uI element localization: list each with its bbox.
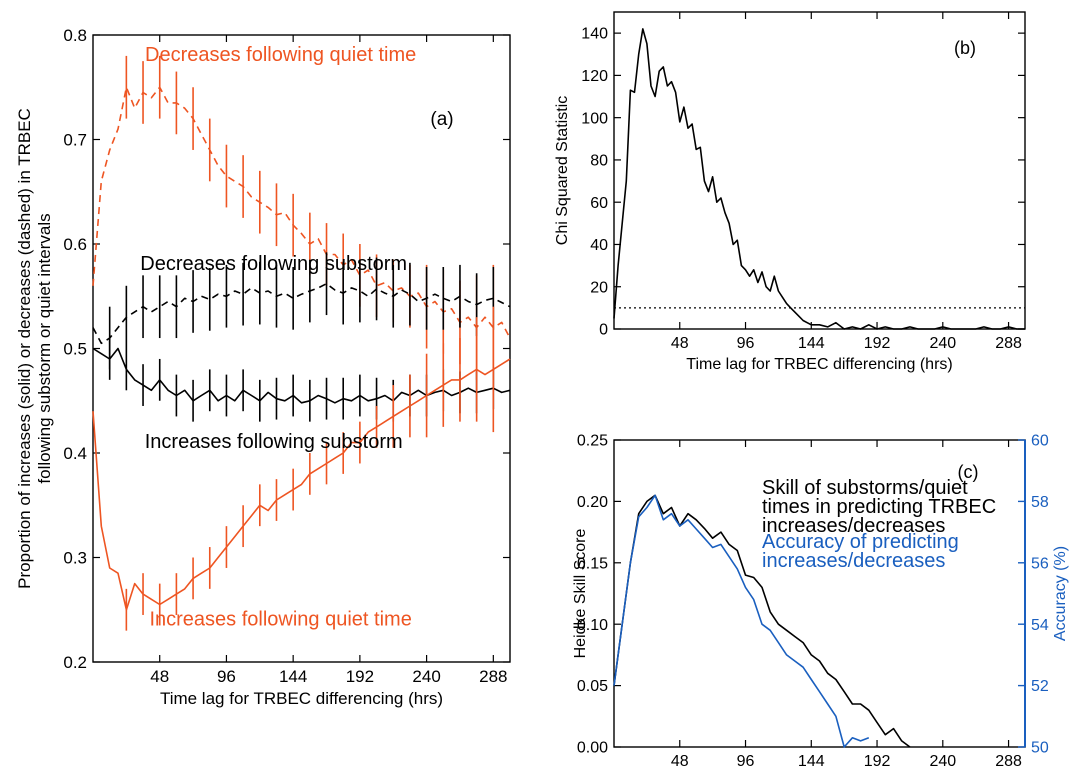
y-tick-label: 0.5 bbox=[63, 339, 87, 358]
x-tick-label: 192 bbox=[864, 335, 891, 352]
series-line-0 bbox=[92, 86, 511, 339]
series-annotation: Decreases following substorm bbox=[140, 253, 407, 275]
panel-a: 48 96 144 192 240 288 0.2 0.3 0.4 0.5 0.6 0.7 0.8 Tim… bbox=[15, 26, 511, 708]
y-right-tick-label: 60 bbox=[1031, 433, 1049, 450]
series-annotation: Increases following substorm bbox=[145, 431, 403, 453]
y-tick-label: 20 bbox=[590, 279, 608, 296]
skill-annotation-line: increases/decreases bbox=[762, 515, 945, 537]
series-line-1 bbox=[613, 494, 870, 748]
x-tick-label: 144 bbox=[279, 667, 307, 686]
x-tick-label: 240 bbox=[412, 667, 440, 686]
y-right-axis-label: Accuracy (%) bbox=[1052, 546, 1069, 641]
x-tick-label: 96 bbox=[737, 335, 755, 352]
series-annotation: Decreases following quiet time bbox=[145, 44, 416, 66]
y-tick-label: 140 bbox=[581, 26, 608, 43]
y-tick-label: 0.10 bbox=[577, 617, 608, 634]
x-tick-label: 240 bbox=[929, 335, 956, 352]
y-tick-label: 0.6 bbox=[63, 235, 87, 254]
series-line-2 bbox=[92, 347, 511, 404]
x-axis-label: Time lag for TRBEC differencing (hrs) bbox=[160, 689, 443, 708]
skill-annotation-line: Skill of substorms/quiet bbox=[762, 477, 968, 499]
y-tick-label: 0.8 bbox=[63, 26, 87, 45]
y-axis-label: following substorm or quiet intervals bbox=[35, 213, 54, 483]
y-tick-label: 0.3 bbox=[63, 548, 87, 567]
y-tick-label: 0.25 bbox=[577, 433, 608, 450]
y-tick-label: 0.05 bbox=[577, 678, 608, 695]
x-tick-label: 48 bbox=[671, 335, 689, 352]
plot-frame bbox=[613, 11, 1026, 330]
y-tick-label: 0.7 bbox=[63, 130, 87, 149]
x-tick-label: 288 bbox=[995, 753, 1022, 770]
x-tick-label: 240 bbox=[929, 753, 956, 770]
series-line-3 bbox=[92, 358, 511, 611]
x-tick-label: 192 bbox=[346, 667, 374, 686]
y-right-tick-label: 50 bbox=[1031, 740, 1049, 757]
y-tick-label: 120 bbox=[581, 68, 608, 85]
series-line-0 bbox=[613, 494, 911, 748]
x-tick-label: 144 bbox=[798, 335, 825, 352]
x-tick-label: 96 bbox=[737, 753, 755, 770]
x-tick-label: 96 bbox=[217, 667, 236, 686]
y-right-tick-label: 52 bbox=[1031, 678, 1049, 695]
y-tick-label: 0.2 bbox=[63, 653, 87, 672]
y-tick-label: 60 bbox=[590, 195, 608, 212]
y-tick-label: 0.15 bbox=[577, 555, 608, 572]
panel-label: (a) bbox=[430, 109, 453, 130]
y-right-tick-label: 56 bbox=[1031, 555, 1049, 572]
y-right-tick-label: 54 bbox=[1031, 617, 1049, 634]
y-tick-label: 0.20 bbox=[577, 494, 608, 511]
x-tick-label: 288 bbox=[479, 667, 507, 686]
y-tick-label: 0.00 bbox=[577, 740, 608, 757]
panel-label: (c) bbox=[958, 462, 979, 482]
y-axis-label: Chi Squared Statistic bbox=[554, 96, 571, 245]
y-tick-label: 100 bbox=[581, 110, 608, 127]
x-tick-label: 48 bbox=[671, 753, 689, 770]
panel-c: 48 96 144 192 240 288 0.00 0.05 0.10 0.15 0.20 0.25… bbox=[572, 433, 1069, 770]
y-tick-label: 80 bbox=[590, 153, 608, 170]
accuracy-annotation-line: increases/decreases bbox=[762, 550, 945, 572]
x-tick-label: 144 bbox=[798, 753, 825, 770]
y-tick-label: 0 bbox=[599, 322, 608, 339]
y-right-tick-label: 58 bbox=[1031, 494, 1049, 511]
y-tick-label: 0.4 bbox=[63, 444, 87, 463]
series-line-0 bbox=[613, 28, 1025, 330]
panel-label: (b) bbox=[954, 38, 976, 58]
accuracy-annotation-line: Accuracy of predicting bbox=[762, 531, 959, 553]
series-annotation: Increases following quiet time bbox=[149, 608, 411, 630]
panel-b: 48 96 144 192 240 288 0 20 40 60 80 100 120 140 Time l… bbox=[554, 11, 1026, 373]
x-tick-label: 192 bbox=[864, 753, 891, 770]
x-axis-label: Time lag for TRBEC differencing (hrs) bbox=[686, 356, 952, 373]
y-axis-label: Proportion of increases (solid) or decre… bbox=[15, 108, 34, 589]
x-tick-label: 48 bbox=[150, 667, 169, 686]
skill-annotation-line: times in predicting TRBEC bbox=[762, 496, 996, 518]
y-axis-label: Heidke Skill Score bbox=[572, 528, 589, 658]
y-tick-label: 40 bbox=[590, 237, 608, 254]
x-tick-label: 288 bbox=[995, 335, 1022, 352]
series-line-1 bbox=[92, 282, 511, 345]
